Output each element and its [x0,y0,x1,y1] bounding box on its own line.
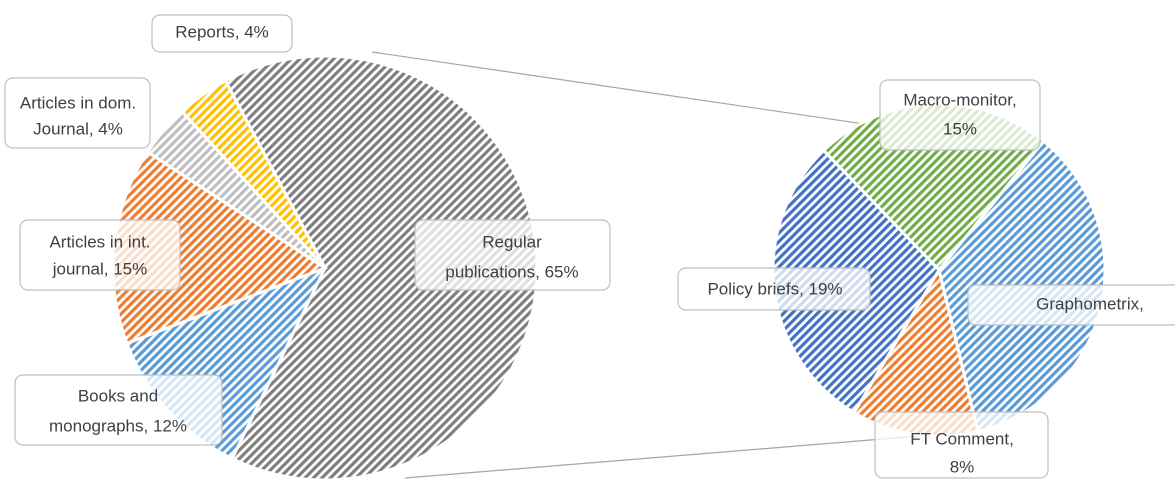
data-label-box [151,14,293,53]
data-label-box [19,219,181,291]
data-label: Journal, 4% [33,119,123,138]
data-label: journal, 15% [52,259,148,278]
data-label: publications, 65% [445,262,578,281]
data-label: 15% [943,119,977,138]
data-label-box [4,77,151,149]
data-label: 8% [950,457,975,476]
connector-line [404,433,945,479]
data-label: FT Comment, [910,429,1014,448]
pie-slice [179,78,327,270]
data-label: Reports, 4% [175,22,269,41]
data-label: Articles in dom. [20,93,136,112]
data-label: Books and [78,386,158,405]
data-label: Articles in int. [49,232,150,251]
data-label: Regular [482,232,542,251]
data-label-box [14,374,223,446]
data-label-box [879,79,1041,151]
data-label-box [874,411,1049,479]
data-label: Policy briefs, 19% [707,279,842,298]
data-label-box [677,267,871,311]
data-label-box [414,219,611,291]
data-label: Graphometrix, [1036,294,1144,313]
data-label: monographs, 12% [49,416,187,435]
data-label: Macro-monitor, [903,90,1016,109]
data-label-box [967,284,1175,326]
